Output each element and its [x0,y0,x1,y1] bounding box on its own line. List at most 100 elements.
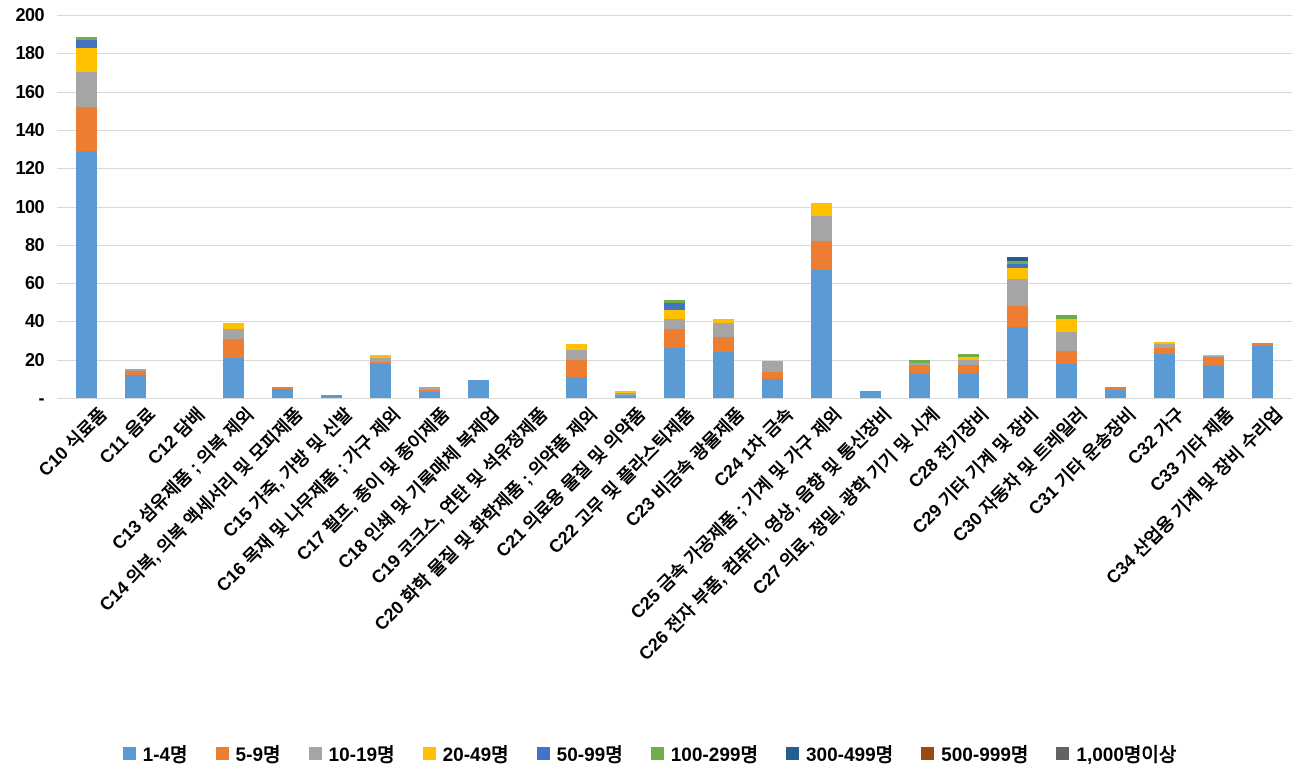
legend-swatch-icon [785,747,799,760]
bar-segment [76,47,97,73]
bar-segment [811,269,832,398]
legend-swatch-icon [1056,747,1070,760]
bar-segment [664,309,685,320]
bar-segment [762,360,783,373]
bar-segment [1007,327,1028,398]
bar-segment [958,359,979,366]
bar-segment [370,361,391,365]
bar-segment [1007,261,1028,264]
bar-segment [664,319,685,330]
bar-segment [76,39,97,48]
gridline [57,129,1292,131]
bar-segment [223,323,244,330]
bar-segment [713,319,734,324]
bar-segment [272,389,293,398]
gridline [57,15,1292,16]
bar-segment [223,338,244,358]
bar-segment [664,303,685,310]
bar-segment [909,373,930,398]
legend-item: 50-99명 [536,740,623,767]
legend-item: 500-999명 [921,740,1028,767]
bar-segment [1154,353,1175,398]
bar-segment [1203,356,1224,366]
bar-segment [1007,267,1028,280]
legend-label: 500-999명 [941,745,1029,766]
legend-swatch-icon [215,747,229,760]
legend: 1-4명 5-9명 10-19명 20-49명 50-99명 100-299명 300-49… [0,740,1299,767]
legend-label: 20-49명 [442,745,509,766]
bar-segment [76,72,97,107]
legend-item: 1-4명 [122,740,188,767]
legend-item: 5-9명 [215,740,281,767]
bar-segment [762,372,783,379]
bar-segment [370,354,391,358]
legend-swatch-icon [650,747,664,760]
y-axis-tick-label: 60 [24,273,45,294]
bar-segment [1056,314,1077,319]
bar-segment [811,240,832,270]
gridline [57,91,1292,93]
bar-segment [713,323,734,337]
legend-label: 50-99명 [556,745,623,766]
legend-label: 300-499명 [805,745,894,766]
y-axis-tick-label: - [38,388,45,408]
bar-segment [125,369,146,372]
bar-segment [76,106,97,151]
y-axis-tick-label: 160 [15,81,44,102]
gridline [57,53,1292,55]
bar-segment [1056,318,1077,332]
bar-segment [566,376,587,398]
bar-segment [713,352,734,398]
bar-segment [76,150,97,398]
bar-segment [1203,354,1224,356]
bar-segment [1105,390,1126,398]
bar-segment [1007,306,1028,328]
y-axis-tick-label: 40 [24,311,45,332]
legend-label: 5-9명 [235,745,281,766]
bar-segment [1203,365,1224,398]
bar-segment [1154,341,1175,345]
bar-segment [468,379,489,398]
bar-segment [125,375,146,398]
bar-segment [664,348,685,398]
bar-segment [713,336,734,353]
legend-item: 300-499명 [785,740,894,767]
legend-swatch-icon [422,747,436,760]
legend-item: 20-49명 [422,740,509,767]
bar-segment [1252,346,1273,398]
bar-segment [566,359,587,377]
legend-item: 10-19명 [308,740,395,767]
y-axis-tick-label: 100 [15,196,44,217]
bar-segment [664,300,685,304]
bar-segment [272,387,293,390]
legend-label: 100-299명 [670,745,758,766]
legend-swatch-icon [122,747,136,760]
bar-segment [860,391,881,398]
bar-segment [223,357,244,398]
bar-segment [615,393,636,396]
bar-segment [958,356,979,360]
bar-segment [1007,279,1028,307]
bar-segment [419,386,440,391]
x-axis-line [57,398,1292,399]
bar-segment [811,216,832,241]
bar-segment [1007,263,1028,268]
bar-segment [1105,386,1126,391]
legend-item: 1,000명이상 [1056,740,1176,767]
x-axis-label: C10 식료품 [34,404,111,481]
bar-segment [419,390,440,393]
y-axis-tick-label: 20 [24,349,45,370]
bar-segment [762,378,783,398]
y-axis-tick-label: 180 [15,43,44,64]
legend-swatch-icon [536,747,550,760]
bar-segment [370,357,391,362]
gridline [57,283,1292,285]
bar-segment [909,359,930,363]
bar-segment [125,371,146,376]
legend-swatch-icon [921,747,935,760]
legend-swatch-icon [308,747,322,760]
bar-segment [370,364,391,398]
bar-segment [615,391,636,394]
bar-segment [1056,331,1077,352]
